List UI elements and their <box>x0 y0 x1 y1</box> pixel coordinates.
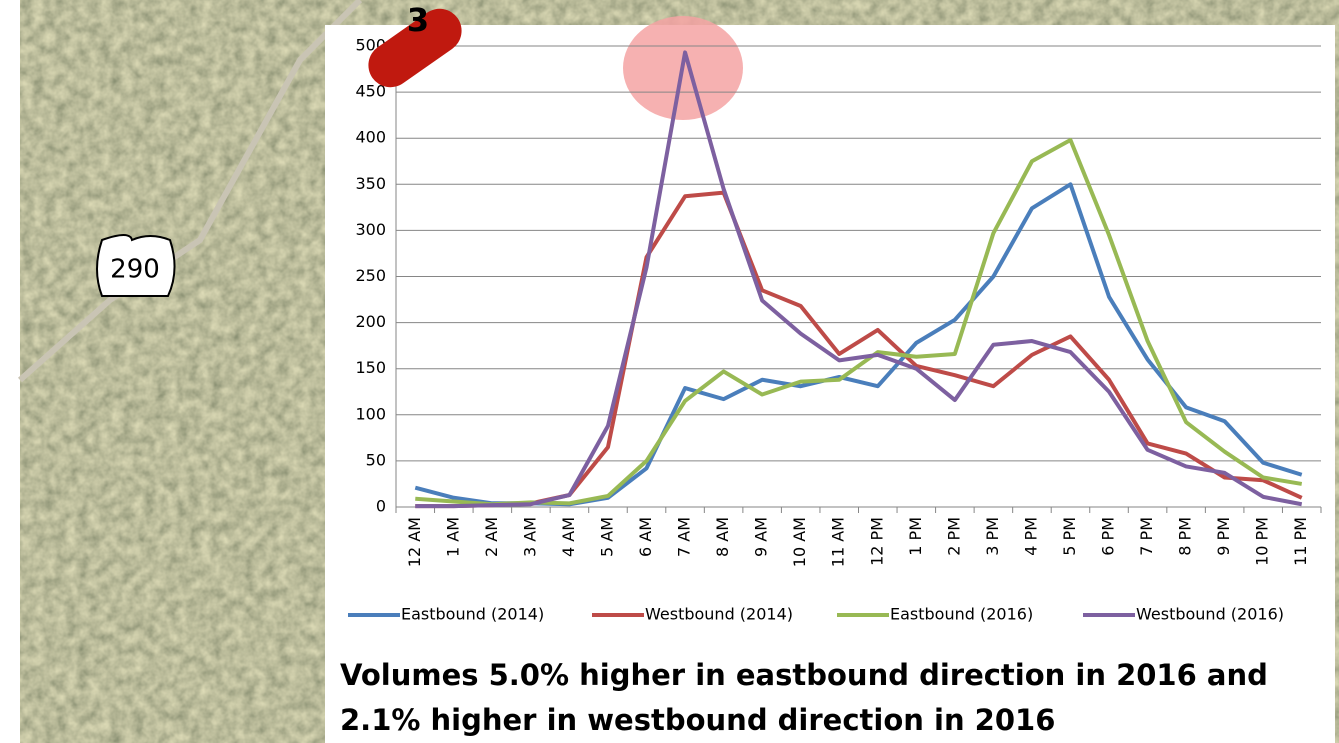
y-tick-label: 300 <box>355 220 386 239</box>
chart-panel <box>325 25 1335 743</box>
y-tick-label: 150 <box>355 358 386 377</box>
legend-label: Eastbound (2014) <box>401 605 544 624</box>
y-tick-label: 400 <box>355 128 386 147</box>
badge <box>368 8 462 88</box>
x-tick-label: 11 AM <box>829 517 848 567</box>
badge-shape <box>368 8 462 88</box>
caption-line: 2.1% higher in westbound direction in 20… <box>340 703 1055 737</box>
x-tick-label: 6 AM <box>636 517 655 557</box>
shield-label: 290 <box>110 255 160 285</box>
x-tick-label: 5 PM <box>1060 517 1079 556</box>
y-tick-label: 250 <box>355 266 386 285</box>
x-tick-label: 4 PM <box>1021 517 1040 556</box>
x-tick-label: 8 PM <box>1176 517 1195 556</box>
x-tick-label: 11 PM <box>1291 517 1310 566</box>
y-tick-label: 450 <box>355 82 386 101</box>
legend-label: Eastbound (2016) <box>890 605 1033 624</box>
x-tick-label: 9 PM <box>1214 517 1233 556</box>
x-tick-label: 10 AM <box>790 517 809 567</box>
x-tick-label: 12 AM <box>405 517 424 567</box>
x-tick-label: 12 PM <box>867 517 886 566</box>
x-tick-label: 3 PM <box>983 517 1002 556</box>
x-tick-label: 2 AM <box>482 517 501 557</box>
road <box>18 0 363 383</box>
x-tick-label: 8 AM <box>713 517 732 557</box>
x-tick-label: 5 AM <box>597 517 616 557</box>
y-tick-label: 50 <box>366 450 386 469</box>
x-tick-label: 1 AM <box>443 517 462 557</box>
y-tick-label: 100 <box>355 404 386 423</box>
y-tick-label: 350 <box>355 174 386 193</box>
x-tick-label: 7 PM <box>1137 517 1156 556</box>
caption-line: Volumes 5.0% higher in eastbound directi… <box>340 658 1268 692</box>
legend-label: Westbound (2016) <box>1136 605 1284 624</box>
series-line <box>415 138 1303 507</box>
x-tick-label: 4 AM <box>559 517 578 557</box>
x-tick-label: 10 PM <box>1253 517 1272 566</box>
series-line <box>415 50 1303 509</box>
x-tick-label: 1 PM <box>906 517 925 556</box>
badge-label: 3 <box>407 1 429 39</box>
x-tick-label: 7 AM <box>675 517 694 557</box>
y-tick-label: 0 <box>376 497 386 516</box>
y-tick-label: 200 <box>355 312 386 331</box>
route-shield <box>96 234 176 297</box>
x-tick-label: 2 PM <box>944 517 963 556</box>
legend-label: Westbound (2014) <box>645 605 793 624</box>
x-tick-label: 3 AM <box>520 517 539 557</box>
x-tick-label: 9 AM <box>752 517 771 557</box>
x-tick-label: 6 PM <box>1099 517 1118 556</box>
